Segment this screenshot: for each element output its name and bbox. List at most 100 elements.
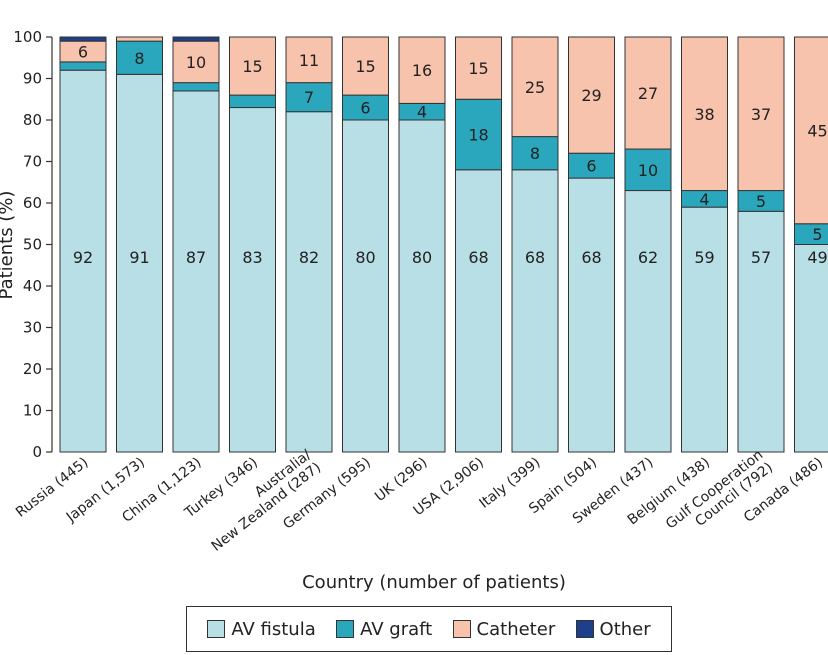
bar-segment-catheter bbox=[511, 36, 559, 138]
data-label: 10 bbox=[638, 161, 658, 180]
legend-swatch bbox=[452, 620, 471, 638]
legend-label: AV fistula bbox=[231, 618, 316, 640]
bar-segment-av-graft bbox=[229, 94, 276, 109]
data-label: 10 bbox=[186, 53, 206, 72]
legend-item: AV graft bbox=[336, 619, 432, 640]
data-label: 38 bbox=[694, 105, 714, 124]
data-label: 68 bbox=[468, 248, 488, 267]
data-label: 4 bbox=[699, 190, 709, 209]
y-tick-label: 20 bbox=[23, 360, 42, 378]
data-label: 80 bbox=[412, 248, 432, 267]
y-axis-title: Patients (%) bbox=[0, 191, 17, 300]
data-label: 16 bbox=[412, 61, 432, 80]
legend-swatch bbox=[575, 620, 594, 638]
data-label: 5 bbox=[812, 225, 822, 244]
bar-segment-av-fistula bbox=[511, 169, 559, 453]
bar-segment-catheter bbox=[342, 36, 389, 96]
legend-label: Other bbox=[599, 618, 651, 640]
bar-segment-av-graft bbox=[285, 82, 333, 113]
bar-segment-av-graft bbox=[624, 148, 672, 192]
bar-segment-other bbox=[59, 36, 107, 42]
bar-segment-av-graft bbox=[794, 223, 828, 245]
bar-segment-av-fistula bbox=[285, 111, 333, 453]
legend-label: Catheter bbox=[476, 618, 556, 640]
data-label: 68 bbox=[525, 248, 545, 267]
bar-segment-av-fistula bbox=[568, 177, 615, 453]
bar-segment-catheter bbox=[681, 36, 728, 192]
bar-segment-catheter bbox=[398, 36, 446, 104]
data-label: 18 bbox=[468, 126, 488, 145]
bar-segment-catheter bbox=[794, 36, 828, 225]
x-axis-title: Country (number of patients) bbox=[302, 572, 566, 593]
data-label: 6 bbox=[78, 43, 88, 62]
bar-segment-catheter bbox=[624, 36, 672, 150]
data-label: 68 bbox=[581, 248, 601, 267]
bar-segment-av-graft bbox=[59, 61, 107, 71]
bar-segment-av-graft bbox=[511, 136, 559, 171]
data-label: 83 bbox=[242, 248, 262, 267]
data-label: 92 bbox=[73, 248, 93, 267]
legend-swatch bbox=[207, 620, 226, 638]
bar-segment-av-fistula bbox=[342, 119, 389, 453]
y-tick-label: 0 bbox=[32, 443, 42, 461]
legend-swatch bbox=[336, 620, 355, 638]
data-label: 82 bbox=[299, 248, 319, 267]
bar-segment-av-fistula bbox=[455, 169, 502, 453]
data-label: 80 bbox=[355, 248, 375, 267]
legend-item: Catheter bbox=[452, 618, 556, 640]
bar-segment-catheter bbox=[229, 36, 276, 96]
data-label: 49 bbox=[807, 248, 827, 267]
bar-segment-av-graft bbox=[568, 152, 615, 179]
data-label: 57 bbox=[751, 248, 771, 267]
data-label: 7 bbox=[304, 88, 314, 107]
data-label: 59 bbox=[694, 248, 714, 267]
data-label: 6 bbox=[586, 157, 596, 176]
y-tick-label: 70 bbox=[23, 153, 42, 171]
data-label: 15 bbox=[468, 59, 488, 78]
data-label: 45 bbox=[807, 121, 827, 140]
bar-segment-av-graft bbox=[455, 98, 502, 171]
data-label: 8 bbox=[530, 144, 540, 163]
data-label: 5 bbox=[756, 192, 766, 211]
data-label: 6 bbox=[360, 99, 370, 118]
bar-segment-catheter bbox=[285, 36, 333, 84]
y-tick-label: 40 bbox=[23, 277, 42, 295]
bar-segment-av-fistula bbox=[624, 190, 672, 453]
data-label: 4 bbox=[417, 103, 427, 122]
data-label: 8 bbox=[134, 49, 144, 68]
bar-segment-av-fistula bbox=[59, 69, 107, 453]
legend-item: AV fistula bbox=[207, 618, 316, 640]
data-label: 11 bbox=[299, 51, 319, 70]
bar-segment-catheter bbox=[455, 36, 502, 100]
data-label: 91 bbox=[129, 248, 149, 267]
bar-segment-av-fistula bbox=[681, 206, 728, 453]
y-tick-label: 60 bbox=[23, 194, 42, 212]
legend-label: AV graft bbox=[360, 618, 433, 640]
bar-segment-av-fistula bbox=[794, 244, 828, 453]
data-label: 29 bbox=[581, 86, 601, 105]
legend-item: Other bbox=[575, 618, 651, 640]
legend: AV fistula AV graft Catheter Other bbox=[186, 606, 672, 652]
data-label: 15 bbox=[242, 57, 262, 76]
y-tick-label: 90 bbox=[23, 70, 42, 88]
bar-segment-catheter bbox=[116, 36, 163, 42]
bar-segment-catheter bbox=[568, 36, 615, 154]
y-tick-label: 50 bbox=[23, 236, 42, 254]
y-tick-label: 80 bbox=[23, 111, 42, 129]
y-tick-label: 10 bbox=[23, 402, 42, 420]
data-label: 37 bbox=[751, 105, 771, 124]
y-tick-label: 30 bbox=[23, 319, 42, 337]
x-tick-label: Gulf CooperationCouncil (792) bbox=[663, 447, 776, 545]
y-tick-label: 100 bbox=[13, 28, 42, 46]
data-label: 25 bbox=[525, 78, 545, 97]
data-label: 27 bbox=[638, 84, 658, 103]
bar-segment-av-graft bbox=[172, 82, 220, 92]
bar-segment-catheter bbox=[737, 36, 785, 192]
bar-segment-av-fistula bbox=[398, 119, 446, 453]
bar-segment-av-fistula bbox=[172, 90, 220, 453]
bar-segment-other bbox=[172, 36, 220, 42]
data-label: 62 bbox=[638, 248, 658, 267]
bar-segment-av-graft bbox=[342, 94, 389, 121]
data-label: 87 bbox=[186, 248, 206, 267]
data-label: 15 bbox=[355, 57, 375, 76]
